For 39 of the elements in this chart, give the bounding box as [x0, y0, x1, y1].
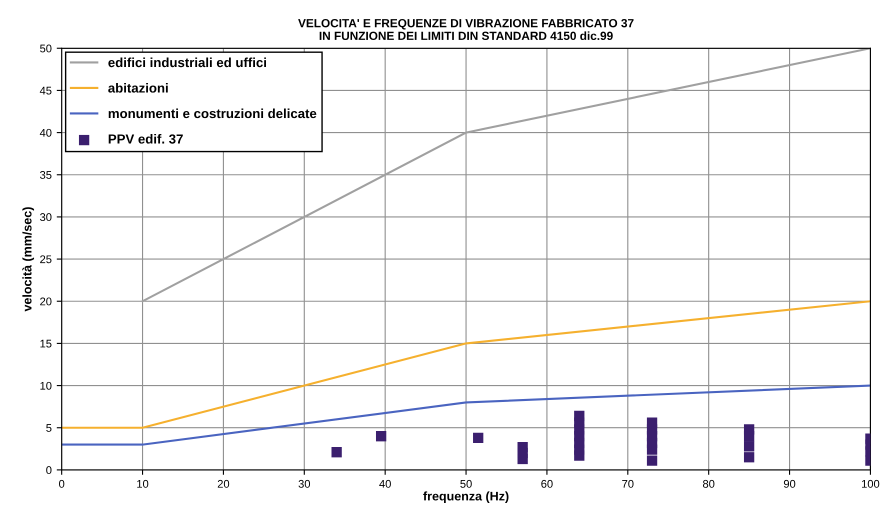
- x-tick-label: 90: [784, 480, 796, 488]
- point: [646, 444, 658, 455]
- y-axis-title: velocità (mm/sec): [22, 207, 34, 312]
- x-tick-label: 80: [702, 480, 714, 488]
- point: [646, 455, 658, 466]
- y-tick-label: 30: [40, 213, 52, 222]
- point: [574, 450, 584, 461]
- y-tick-label: 15: [40, 340, 52, 348]
- legend-label: abitazioni: [108, 82, 168, 93]
- x-tick-label: 20: [218, 480, 230, 488]
- legend-label: monumenti e costruzioni delicate: [108, 108, 316, 118]
- point: [473, 432, 484, 444]
- legend-label: edifici industriali ed uffici: [108, 57, 266, 68]
- x-tick-label: 30: [298, 480, 310, 488]
- point: [744, 431, 754, 442]
- point: [744, 452, 754, 462]
- y-tick-label: 40: [40, 128, 52, 137]
- chart-title: VELOCITA' E FREQUENZE DI VIBRAZIONE FABBRICATO 37 IN FUNZIONE DEI LIMITI DIN STANDARD 4150 dic.99: [298, 18, 634, 40]
- y-tick-label: 35: [40, 171, 52, 179]
- y-tick-label: 5: [46, 424, 52, 432]
- x-tick-label: 10: [137, 480, 148, 488]
- x-axis-title: frequenza (Hz): [423, 491, 508, 504]
- point: [518, 454, 528, 464]
- x-tick-label: 100: [862, 480, 880, 488]
- x-tick-label: 50: [460, 480, 472, 488]
- point: [331, 447, 342, 458]
- y-tick-label: 45: [40, 86, 52, 95]
- y-tick-label: 10: [40, 382, 52, 390]
- x-tick-label: 70: [622, 480, 634, 488]
- y-tick-label: 0: [46, 466, 52, 474]
- y-tick-label: 25: [40, 255, 52, 264]
- x-tick-label: 60: [541, 480, 553, 488]
- y-tick-label: 50: [40, 44, 52, 52]
- point: [744, 441, 754, 452]
- x-tick-label: 40: [379, 480, 391, 488]
- x-tick-label: 0: [59, 480, 64, 488]
- legend-label: PPV edif. 37: [108, 134, 183, 144]
- point: [376, 431, 386, 442]
- y-tick-label: 20: [40, 298, 52, 306]
